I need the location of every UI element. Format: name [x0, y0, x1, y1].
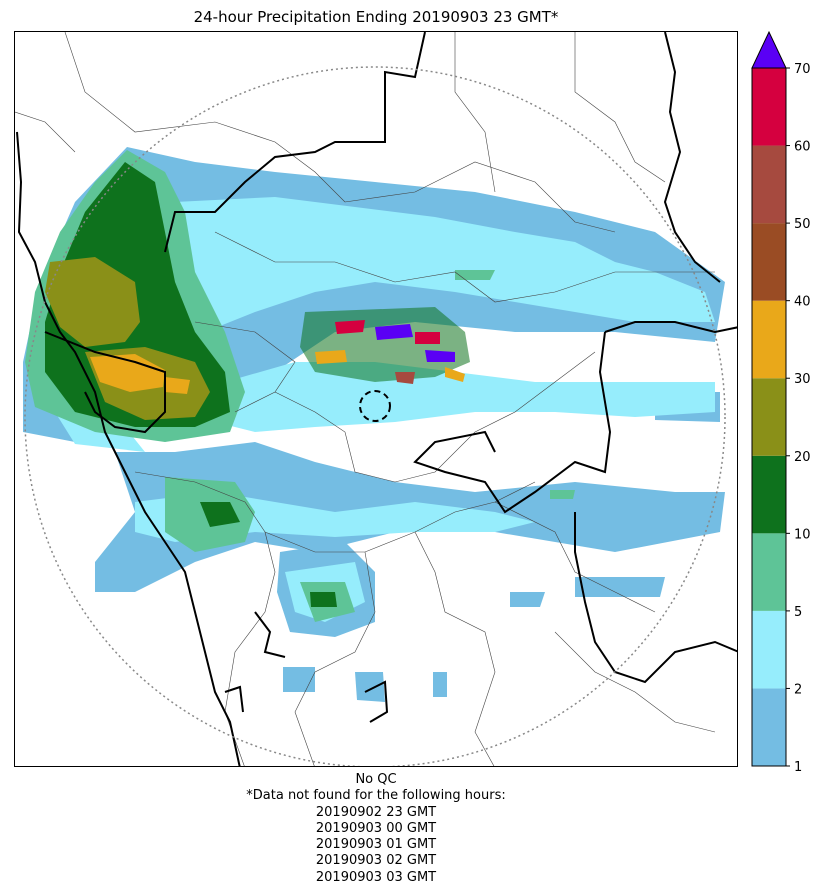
missing-hour: 20190903 01 GMT — [315, 837, 437, 853]
colorbar-tick-label: 1 — [794, 760, 802, 775]
storm-cells — [300, 307, 470, 384]
colorbar-segment — [752, 610, 786, 689]
colorbar-tick-label: 5 — [794, 605, 802, 620]
colorbar-segment — [752, 688, 786, 766]
missing-hour: 20190903 02 GMT — [315, 853, 437, 869]
missing-hour: 20190903 00 GMT — [315, 820, 437, 836]
colorbar-tick-label: 10 — [794, 527, 811, 542]
colorbar-tick-label: 30 — [794, 372, 811, 387]
qc-label: No QC — [355, 772, 397, 787]
precip-layer-30-40 — [90, 354, 190, 394]
footer-notes: No QC *Data not found for the following … — [14, 772, 738, 886]
colorbar-segment — [752, 378, 786, 456]
missing-data-note: *Data not found for the following hours: — [246, 788, 506, 804]
colorbar-svg: 1 2 5 10 20 30 40 50 60 70 — [751, 30, 811, 775]
colorbar-frame — [751, 67, 787, 767]
colorbar: 1 2 5 10 20 30 40 50 60 70 — [750, 28, 825, 778]
colorbar-tick-label: 70 — [794, 62, 811, 77]
colorbar-segment — [752, 533, 786, 611]
colorbar-tick-label: 2 — [794, 682, 802, 697]
radar-center-ring — [359, 390, 391, 422]
missing-hour: 20190902 23 GMT — [315, 804, 437, 820]
colorbar-extend-triangle — [751, 30, 787, 69]
colorbar-tick-label: 20 — [794, 450, 811, 465]
chart-title: 24-hour Precipitation Ending 20190903 23… — [193, 8, 559, 26]
radar-range-ring — [24, 66, 726, 766]
colorbar-tick-label: 60 — [794, 140, 811, 155]
district-boundaries — [15, 32, 716, 766]
colorbar-segment — [752, 300, 786, 379]
colorbar-tick-label: 50 — [794, 217, 811, 232]
colorbar-segment — [752, 455, 786, 534]
colorbar-segment — [752, 145, 786, 224]
radar-map — [14, 31, 738, 767]
colorbar-tick-label: 40 — [794, 295, 811, 310]
missing-hour: 20190903 03 GMT — [315, 869, 437, 885]
colorbar-segment — [752, 223, 786, 301]
colorbar-segment — [752, 68, 786, 146]
